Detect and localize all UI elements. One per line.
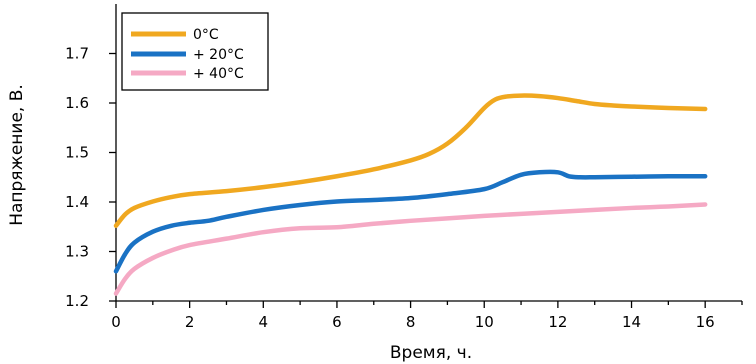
legend-label-1: + 20°C bbox=[193, 47, 244, 63]
x-tick-label: 12 bbox=[548, 313, 567, 331]
legend: 0°C + 20°C + 40°C bbox=[121, 12, 269, 91]
x-tick-label: 8 bbox=[406, 313, 416, 331]
series-line-2 bbox=[113, 202, 708, 296]
x-tick-label: 2 bbox=[185, 313, 195, 331]
y-tick-label: 1.7 bbox=[65, 45, 89, 63]
y-axis-title: Напряжение, В. bbox=[7, 84, 27, 226]
x-tick-label: 0 bbox=[111, 313, 121, 331]
x-axis-title: Время, ч. bbox=[390, 343, 472, 363]
y-tick-label: 1.2 bbox=[65, 292, 89, 310]
y-tick-label: 1.5 bbox=[65, 144, 89, 162]
x-tick-label: 16 bbox=[696, 313, 715, 331]
series-lines bbox=[113, 93, 708, 296]
legend-label-0: 0°C bbox=[193, 27, 219, 43]
y-tick-label: 1.4 bbox=[65, 193, 89, 211]
series-line-1 bbox=[113, 169, 708, 274]
y-tick-label: 1.3 bbox=[65, 243, 89, 261]
x-ticks: 0 2 4 6 8 10 12 14 16 bbox=[111, 301, 743, 331]
series-line-0 bbox=[113, 93, 708, 229]
y-ticks: 1.2 1.3 1.4 1.5 1.6 1.7 bbox=[65, 45, 116, 310]
x-tick-label: 14 bbox=[622, 313, 641, 331]
legend-label-2: + 40°C bbox=[193, 66, 244, 82]
y-tick-label: 1.6 bbox=[65, 94, 89, 112]
x-tick-label: 4 bbox=[259, 313, 269, 331]
x-tick-label: 10 bbox=[475, 313, 494, 331]
x-tick-label: 6 bbox=[332, 313, 342, 331]
